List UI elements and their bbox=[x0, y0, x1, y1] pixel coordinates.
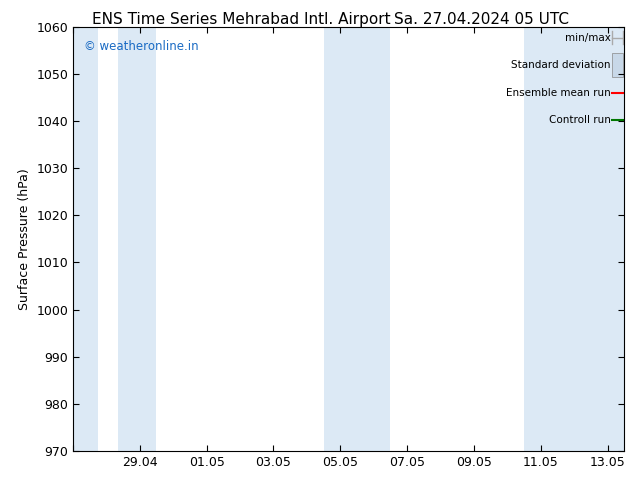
Bar bbox=[349, 27, 391, 451]
Bar bbox=[73, 27, 98, 451]
Text: ENS Time Series Mehrabad Intl. Airport: ENS Time Series Mehrabad Intl. Airport bbox=[91, 12, 391, 27]
Text: © weatheronline.in: © weatheronline.in bbox=[84, 40, 198, 52]
Text: Ensemble mean run: Ensemble mean run bbox=[506, 88, 611, 98]
Text: Controll run: Controll run bbox=[549, 115, 611, 125]
Text: min/max: min/max bbox=[565, 32, 611, 43]
Text: Sa. 27.04.2024 05 UTC: Sa. 27.04.2024 05 UTC bbox=[394, 12, 569, 27]
Text: Standard deviation: Standard deviation bbox=[511, 60, 611, 70]
Bar bbox=[323, 27, 349, 451]
Bar bbox=[524, 27, 549, 451]
Bar bbox=[549, 27, 624, 451]
Y-axis label: Surface Pressure (hPa): Surface Pressure (hPa) bbox=[18, 168, 30, 310]
FancyBboxPatch shape bbox=[612, 53, 623, 77]
Bar bbox=[118, 27, 157, 451]
